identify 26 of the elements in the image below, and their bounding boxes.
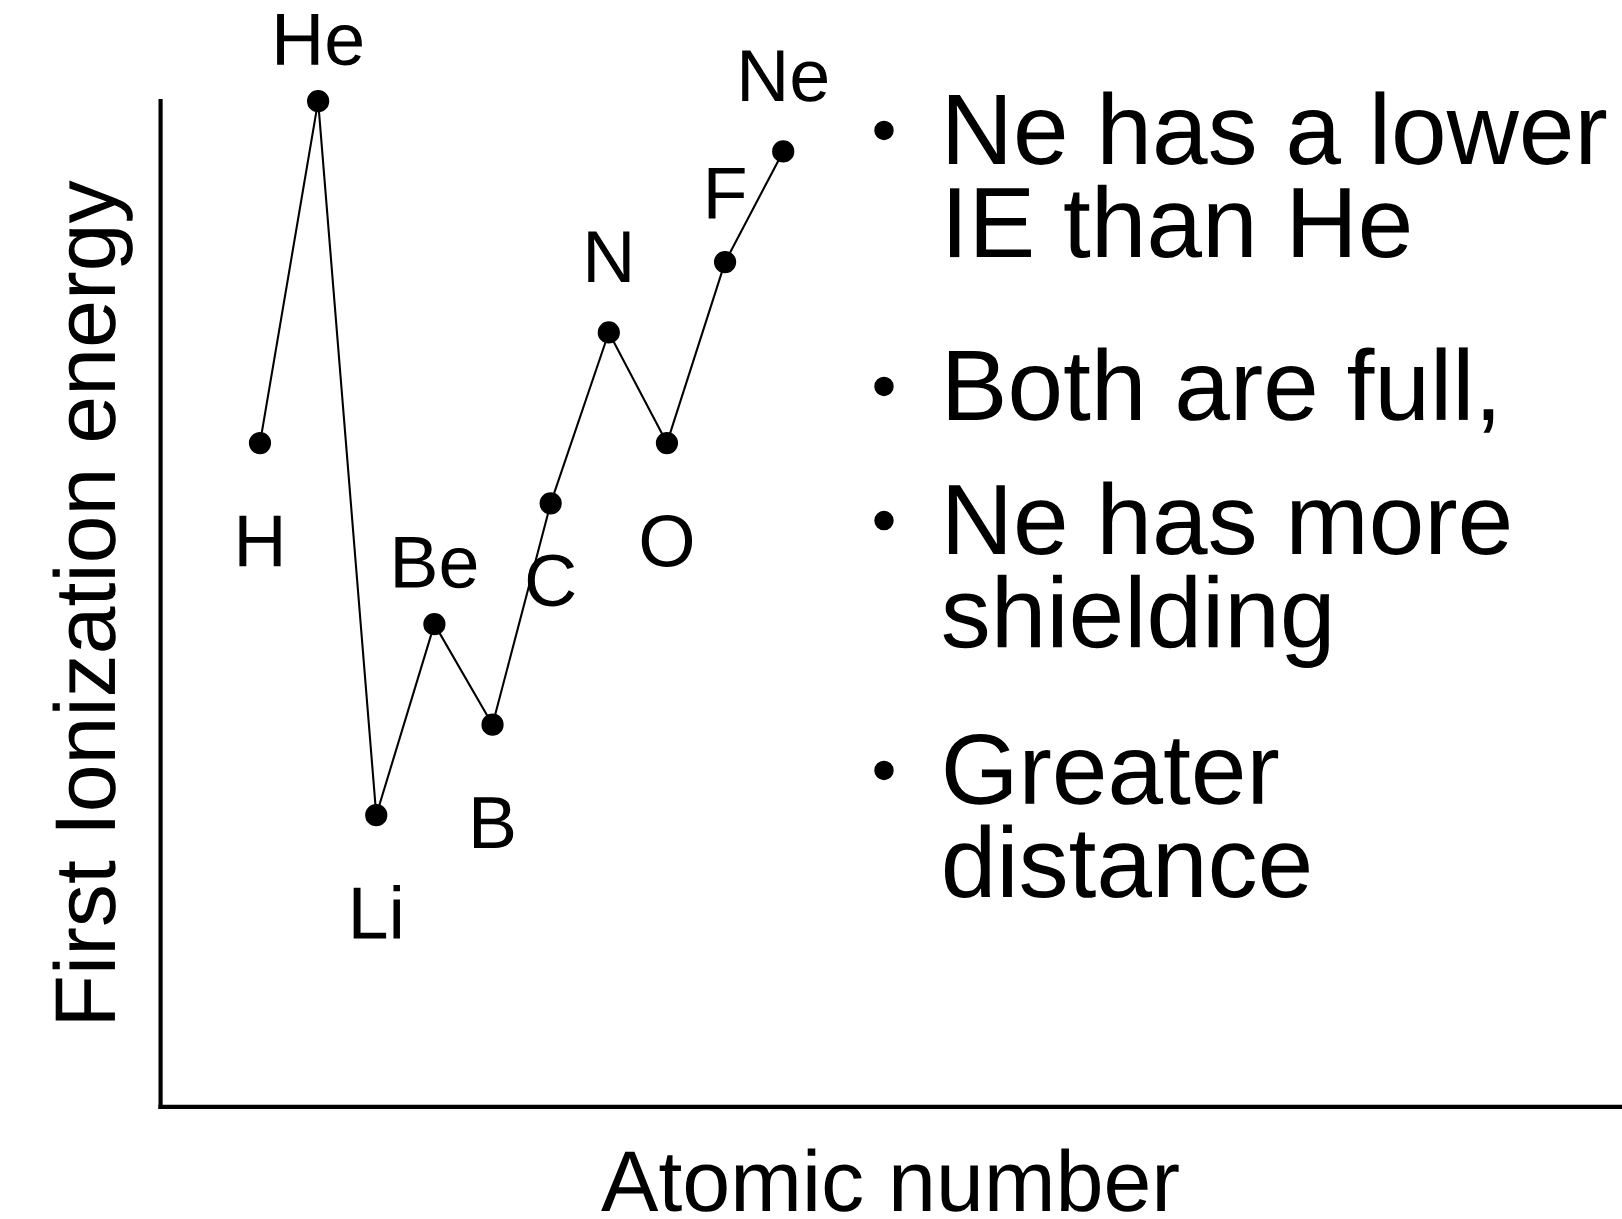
point xyxy=(248,431,272,455)
point xyxy=(539,492,562,515)
text: Ne has a lower IE than He xyxy=(948,91,1607,259)
text: Both are full, xyxy=(948,347,1494,433)
point xyxy=(423,613,446,636)
point xyxy=(772,140,795,163)
text: Greater distance xyxy=(944,734,1309,899)
x-tick-label: H xyxy=(239,515,281,567)
x-tick-label: Li xyxy=(353,885,400,939)
point xyxy=(655,431,679,455)
point xyxy=(365,804,388,827)
y-axis-title: First Ionization energy xyxy=(52,180,133,1021)
x-tick-label: Ne xyxy=(742,50,827,102)
x-tick-label: O xyxy=(641,514,693,568)
x-tick-label: Be xyxy=(395,536,477,589)
x-tick-label: B xyxy=(474,797,514,848)
point xyxy=(481,713,504,736)
x-tick-label: F xyxy=(708,167,745,219)
x-tick-label: N xyxy=(588,231,630,283)
x-axis-title: Atomic number xyxy=(601,1148,1179,1212)
point xyxy=(307,90,330,113)
text: Ne has more shielding xyxy=(943,481,1509,668)
x-tick-label: C xyxy=(527,554,575,607)
x-tick-label: He xyxy=(277,14,362,66)
point xyxy=(713,250,737,274)
point xyxy=(597,321,620,344)
